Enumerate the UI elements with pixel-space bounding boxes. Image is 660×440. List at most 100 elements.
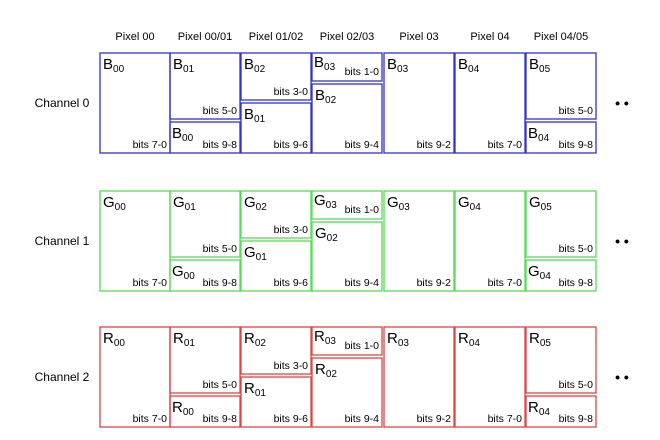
cell-symbol: G01 [173, 194, 196, 213]
bits-label: bits 7-0 [133, 139, 168, 151]
cell-symbol: R01 [244, 380, 266, 399]
cell-symbol: R03 [387, 330, 409, 349]
bits-label: bits 5-0 [203, 243, 238, 255]
cell-symbol: R03 [314, 328, 336, 347]
cell-symbol: B04 [458, 56, 480, 75]
cell-symbol: G05 [529, 194, 552, 213]
bit-cell [383, 190, 455, 292]
cell-symbol: G00 [172, 263, 195, 282]
bits-label: bits 1-0 [345, 204, 380, 216]
bits-label: bits 9-4 [345, 277, 380, 289]
cell-symbol: B00 [172, 125, 194, 144]
cell-symbol: B03 [387, 56, 409, 75]
bit-cell [383, 52, 455, 154]
bit-cell [311, 190, 383, 220]
bit-cell [240, 52, 312, 101]
bits-label: bits 3-0 [274, 86, 309, 98]
bit-cell [240, 376, 312, 428]
bits-label: bits 9-2 [417, 277, 452, 289]
bit-cell [311, 83, 383, 154]
cell-symbol: R04 [528, 399, 550, 418]
continuation-dots: • • [615, 369, 629, 385]
bits-label: bits 9-4 [345, 413, 380, 425]
continuation-dots: • • [615, 233, 629, 249]
cell-symbol: R00 [172, 399, 194, 418]
bit-cell [311, 357, 383, 428]
bits-label: bits 1-0 [345, 340, 380, 352]
bit-cell [240, 190, 312, 239]
cell-symbol: G03 [314, 192, 337, 211]
bit-cell [525, 121, 597, 154]
bit-cell [169, 190, 241, 258]
channel-label: Channel 1 [35, 234, 90, 248]
bits-label: bits 9-2 [417, 139, 452, 151]
bit-cell [240, 240, 312, 292]
cell-symbol: B01 [173, 56, 195, 75]
bit-cell [454, 326, 526, 428]
cell-symbol: B02 [244, 56, 266, 75]
bit-cell [311, 326, 383, 356]
bits-label: bits 3-0 [274, 224, 309, 236]
bits-label: bits 5-0 [203, 379, 238, 391]
bit-cell [240, 102, 312, 154]
pixel-header: Pixel 04/05 [534, 31, 588, 43]
bits-label: bits 7-0 [488, 413, 523, 425]
bit-cell [383, 326, 455, 428]
cell-symbol: R04 [458, 330, 480, 349]
pixel-header: Pixel 03 [399, 31, 438, 43]
cell-symbol: G01 [244, 244, 267, 263]
pixel-header: Pixel 02/03 [320, 31, 374, 43]
cell-symbol: G04 [458, 194, 481, 213]
bits-label: bits 7-0 [133, 413, 168, 425]
bit-cell [525, 395, 597, 428]
cell-symbol: R05 [529, 330, 551, 349]
pixel-header: Pixel 01/02 [249, 31, 303, 43]
bits-label: bits 9-6 [274, 139, 309, 151]
bits-label: bits 1-0 [345, 66, 380, 78]
bits-label: bits 9-8 [203, 277, 238, 289]
cell-symbol: R00 [103, 330, 125, 349]
bits-label: bits 9-2 [417, 413, 452, 425]
bits-label: bits 5-0 [559, 105, 594, 117]
bits-label: bits 9-8 [203, 413, 238, 425]
bits-label: bits 9-8 [203, 139, 238, 151]
pixel-header: Pixel 00/01 [178, 31, 232, 43]
cell-symbol: B03 [314, 54, 336, 73]
bit-cell [525, 190, 597, 258]
channel-label: Channel 2 [35, 370, 90, 384]
bit-cell [454, 52, 526, 154]
cell-symbol: B05 [529, 56, 551, 75]
bit-cell [525, 259, 597, 292]
bit-cell [240, 326, 312, 375]
cell-symbol: B04 [528, 125, 550, 144]
bits-label: bits 9-8 [559, 277, 594, 289]
bit-cell [169, 326, 241, 394]
bits-label: bits 9-6 [274, 277, 309, 289]
bits-label: bits 3-0 [274, 360, 309, 372]
cell-symbol: G02 [244, 194, 267, 213]
cell-symbol: G04 [528, 263, 551, 282]
bits-label: bits 5-0 [203, 105, 238, 117]
channel-row: Channel 1 G00 bits 7-0 G01 bits 5-0 G00 bits 9… [35, 190, 629, 292]
bit-cell [169, 121, 241, 154]
cell-symbol: B00 [103, 56, 125, 75]
bit-cell [169, 52, 241, 120]
bit-cell [525, 52, 597, 120]
cell-symbol: R02 [315, 361, 337, 380]
cell-symbol: B01 [244, 106, 266, 125]
bits-label: bits 5-0 [559, 243, 594, 255]
cell-symbol: R01 [173, 330, 195, 349]
bits-label: bits 7-0 [488, 277, 523, 289]
bits-label: bits 9-8 [559, 139, 594, 151]
bits-label: bits 7-0 [133, 277, 168, 289]
channel-row: Channel 2 R00 bits 7-0 R01 bits 5-0 R00 bits 9… [35, 326, 629, 428]
bits-label: bits 7-0 [488, 139, 523, 151]
cell-symbol: G02 [315, 225, 338, 244]
bit-cell [454, 190, 526, 292]
bit-cell [169, 259, 241, 292]
cell-symbol: B02 [315, 87, 337, 106]
bit-cell [169, 395, 241, 428]
cell-symbol: G00 [103, 194, 126, 213]
bits-label: bits 9-8 [559, 413, 594, 425]
